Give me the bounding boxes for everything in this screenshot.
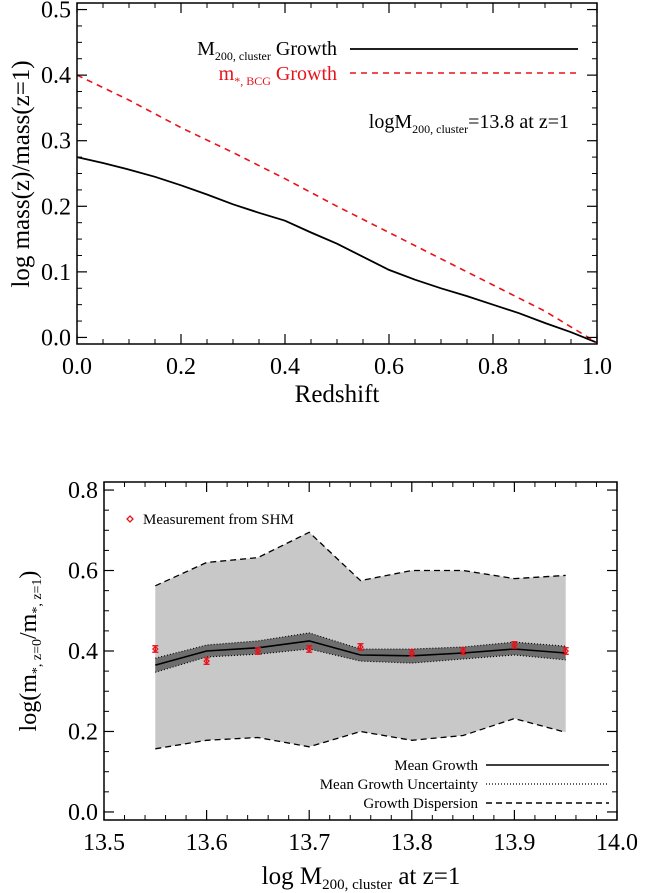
annotation-sub: 200, cluster [412, 122, 468, 136]
bottom-line-legend: Mean Growth Mean Growth Uncertainty Grow… [320, 758, 609, 812]
measurement-diamond-marker [562, 647, 570, 655]
series-line-mstar-bcg-growth [76, 74, 598, 344]
top-y-tick-label: 0.4 [41, 63, 71, 89]
top-x-tick-label: 0.8 [478, 354, 508, 380]
measurement-point [408, 649, 416, 657]
mean-growth-uncertainty-band [155, 632, 566, 673]
bottom-ylabel-sub2: *, z=1 [30, 579, 45, 614]
bottom-x-tick-labels: 13.5 13.6 13.7 13.8 13.9 14.0 [83, 830, 638, 856]
bottom-x-tick-label: 13.9 [493, 830, 535, 856]
measurement-legend: Measurement from SHM [126, 512, 294, 528]
bottom-ylabel-mid: /m [16, 613, 42, 639]
measurement-diamond-marker [203, 657, 210, 665]
measurement-point [305, 645, 313, 653]
bottom-plot-content [151, 531, 570, 750]
legend-mstar-sub: *, BCG [234, 74, 271, 88]
measurement-diamond-marker [151, 645, 159, 653]
top-y-tick-label: 0.0 [41, 325, 71, 351]
legend-mean-growth-label: Mean Growth [394, 758, 478, 774]
top-x-tick-label: 0.0 [62, 354, 92, 380]
measurement-point [203, 657, 210, 665]
bottom-axis-ticks [103, 482, 618, 820]
legend-mean-growth-uncertainty-label: Mean Growth Uncertainty [320, 777, 479, 793]
measurement-diamond-marker [254, 647, 262, 655]
bottom-xlabel-sub: 200, cluster [322, 877, 392, 893]
measurement-point [357, 643, 364, 651]
top-x-tick-label: 0.2 [166, 354, 196, 380]
bottom-x-tick-label: 13.8 [391, 830, 433, 856]
bottom-xlabel-main: log M [262, 863, 322, 890]
top-y-axis-label: log mass(z)/mass(z=1) [8, 60, 35, 287]
annotation-main: logM [369, 111, 413, 133]
bottom-ylabel-rest: ) [16, 571, 42, 579]
top-y-tick-label: 0.1 [41, 260, 71, 286]
bottom-y-tick-label: 0.8 [68, 478, 98, 504]
growth-dispersion-band [155, 532, 566, 749]
bottom-chart: 13.5 13.6 13.7 13.8 13.9 14.0 0.0 0.2 0.4 0.6 0.8… [16, 478, 638, 893]
annotation-rest: =13.8 at z=1 [468, 111, 569, 133]
legend-mstar-rest: Growth [271, 63, 337, 85]
bottom-y-tick-label: 0.2 [68, 719, 98, 745]
top-y-tick-labels: 0.0 0.1 0.2 0.3 0.4 0.5 [41, 0, 71, 351]
top-y-tick-label: 0.2 [41, 194, 71, 220]
mean-growth-line [155, 640, 566, 666]
measurement-diamond-marker [357, 643, 364, 651]
bottom-y-tick-label: 0.0 [68, 800, 98, 826]
bottom-y-tick-label: 0.4 [68, 639, 98, 665]
bottom-y-tick-label: 0.6 [68, 559, 98, 585]
measurement-point [254, 647, 262, 655]
growth-dispersion-upper-line [155, 531, 566, 587]
legend-item-mstar-bcg-growth: m*, BCG Growth [219, 63, 337, 88]
top-annotation: logM200, cluster=13.8 at z=1 [369, 111, 569, 136]
bottom-y-tick-labels: 0.0 0.2 0.4 0.6 0.8 [68, 478, 98, 826]
bottom-x-tick-label: 13.7 [288, 830, 330, 856]
bottom-x-axis-label: log M200, cluster at z=1 [262, 863, 461, 893]
top-x-tick-label: 1.0 [582, 354, 612, 380]
legend-item-m200-cluster-growth: M200, cluster Growth [197, 38, 337, 63]
measurement-diamond-marker [305, 645, 313, 653]
measurement-legend-diamond-icon [126, 515, 134, 523]
measurement-diamond-marker [408, 649, 416, 657]
top-legend: M200, cluster Growth m*, BCG Growth [197, 38, 578, 88]
top-plot-content [76, 74, 598, 344]
bottom-ylabel-main: log(m [16, 674, 42, 732]
bottom-xlabel-rest: at z=1 [392, 863, 460, 890]
measurement-point [562, 647, 570, 655]
measurement-point [511, 641, 518, 649]
legend-growth-dispersion-label: Growth Dispersion [363, 796, 478, 812]
bottom-ylabel-sub1: *, z=0 [30, 639, 45, 674]
legend-m200-main: M [197, 38, 215, 60]
top-y-tick-label: 0.3 [41, 129, 71, 155]
legend-m200-sub: 200, cluster [215, 49, 271, 63]
top-x-tick-labels: 0.0 0.2 0.4 0.6 0.8 1.0 [62, 354, 612, 380]
series-line-m200-cluster-growth [76, 156, 598, 344]
measurement-diamond-marker [459, 647, 467, 655]
measurement-diamond-marker [511, 641, 518, 649]
top-x-tick-label: 0.4 [270, 354, 300, 380]
top-y-tick-label: 0.5 [41, 0, 71, 24]
bottom-y-axis-label: log(m*, z=0/m*, z=1) [16, 571, 45, 732]
top-plot-frame [76, 2, 598, 345]
measurement-legend-label: Measurement from SHM [143, 512, 294, 528]
bottom-x-tick-label: 14.0 [596, 830, 638, 856]
legend-mstar-main: m [219, 63, 235, 85]
measurement-point [459, 647, 467, 655]
top-x-axis-label: Redshift [295, 381, 380, 408]
bottom-x-tick-label: 13.5 [83, 830, 125, 856]
top-x-tick-label: 0.6 [374, 354, 404, 380]
measurement-point [151, 645, 159, 653]
top-chart: 0.0 0.2 0.4 0.6 0.8 1.0 0.0 0.1 0.2 0.3 0.4 0.5 Re… [8, 0, 612, 408]
legend-m200-rest: Growth [271, 38, 337, 60]
top-axis-ticks [76, 3, 598, 344]
bottom-x-tick-label: 13.6 [186, 830, 228, 856]
